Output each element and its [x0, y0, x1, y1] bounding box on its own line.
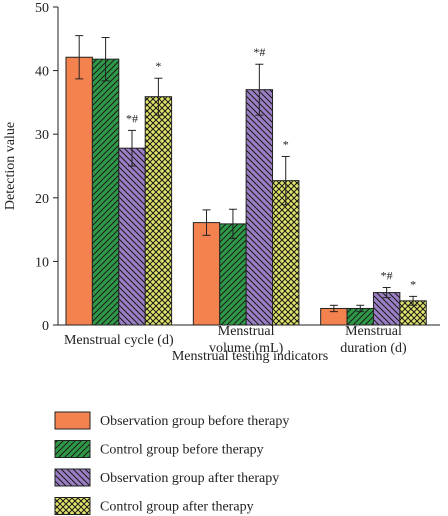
- error-bar: [154, 77, 163, 116]
- y-tick-label: 30: [35, 128, 49, 143]
- annotation: *#: [126, 111, 138, 125]
- bar: [91, 58, 120, 326]
- annotation: *: [410, 277, 416, 291]
- x-tick-label: Menstrual volume (mL): [209, 324, 284, 356]
- error-bar: [101, 37, 110, 82]
- error-bar: [281, 155, 290, 206]
- annotation: *: [283, 137, 289, 151]
- y-tick-label: 10: [35, 255, 49, 270]
- bar: [65, 56, 93, 326]
- error-bar: [128, 129, 136, 167]
- y-tick-label: 50: [35, 1, 49, 16]
- error-bar: [75, 35, 84, 80]
- legend-label: Control group after therapy: [100, 500, 254, 515]
- legend-label: Control group before therapy: [100, 443, 264, 458]
- bar: [245, 89, 274, 326]
- error-bar: [255, 63, 264, 116]
- bar: [192, 222, 221, 326]
- annotation: *#: [253, 45, 265, 59]
- x-tick-label: Menstrual duration (d): [340, 324, 407, 356]
- bar: [118, 147, 146, 326]
- y-axis-title: Detection value: [3, 122, 18, 210]
- annotation: *#: [381, 268, 393, 282]
- legend-label: Observation group after therapy: [100, 471, 279, 486]
- error-bar: [409, 295, 418, 306]
- error-bar: [356, 304, 365, 313]
- error-bar: [329, 304, 338, 313]
- y-tick-label: 40: [35, 65, 49, 80]
- legend-swatch: [54, 468, 91, 487]
- y-tick-label: 20: [35, 192, 49, 207]
- bar: [219, 223, 247, 326]
- y-tick-label: 0: [42, 319, 49, 334]
- legend-swatch: [54, 497, 91, 515]
- legend-swatch: [54, 411, 91, 430]
- error-bar: [382, 286, 391, 299]
- bar: [144, 96, 173, 326]
- annotation: *: [155, 59, 161, 73]
- legend-label: Observation group before therapy: [100, 414, 289, 429]
- error-bar: [228, 208, 237, 240]
- legend-swatch: [54, 440, 91, 458]
- x-axis-title: Menstrual testing indicators: [172, 349, 328, 364]
- x-tick-label: Menstrual cycle (d): [64, 333, 174, 348]
- error-bar: [202, 209, 211, 236]
